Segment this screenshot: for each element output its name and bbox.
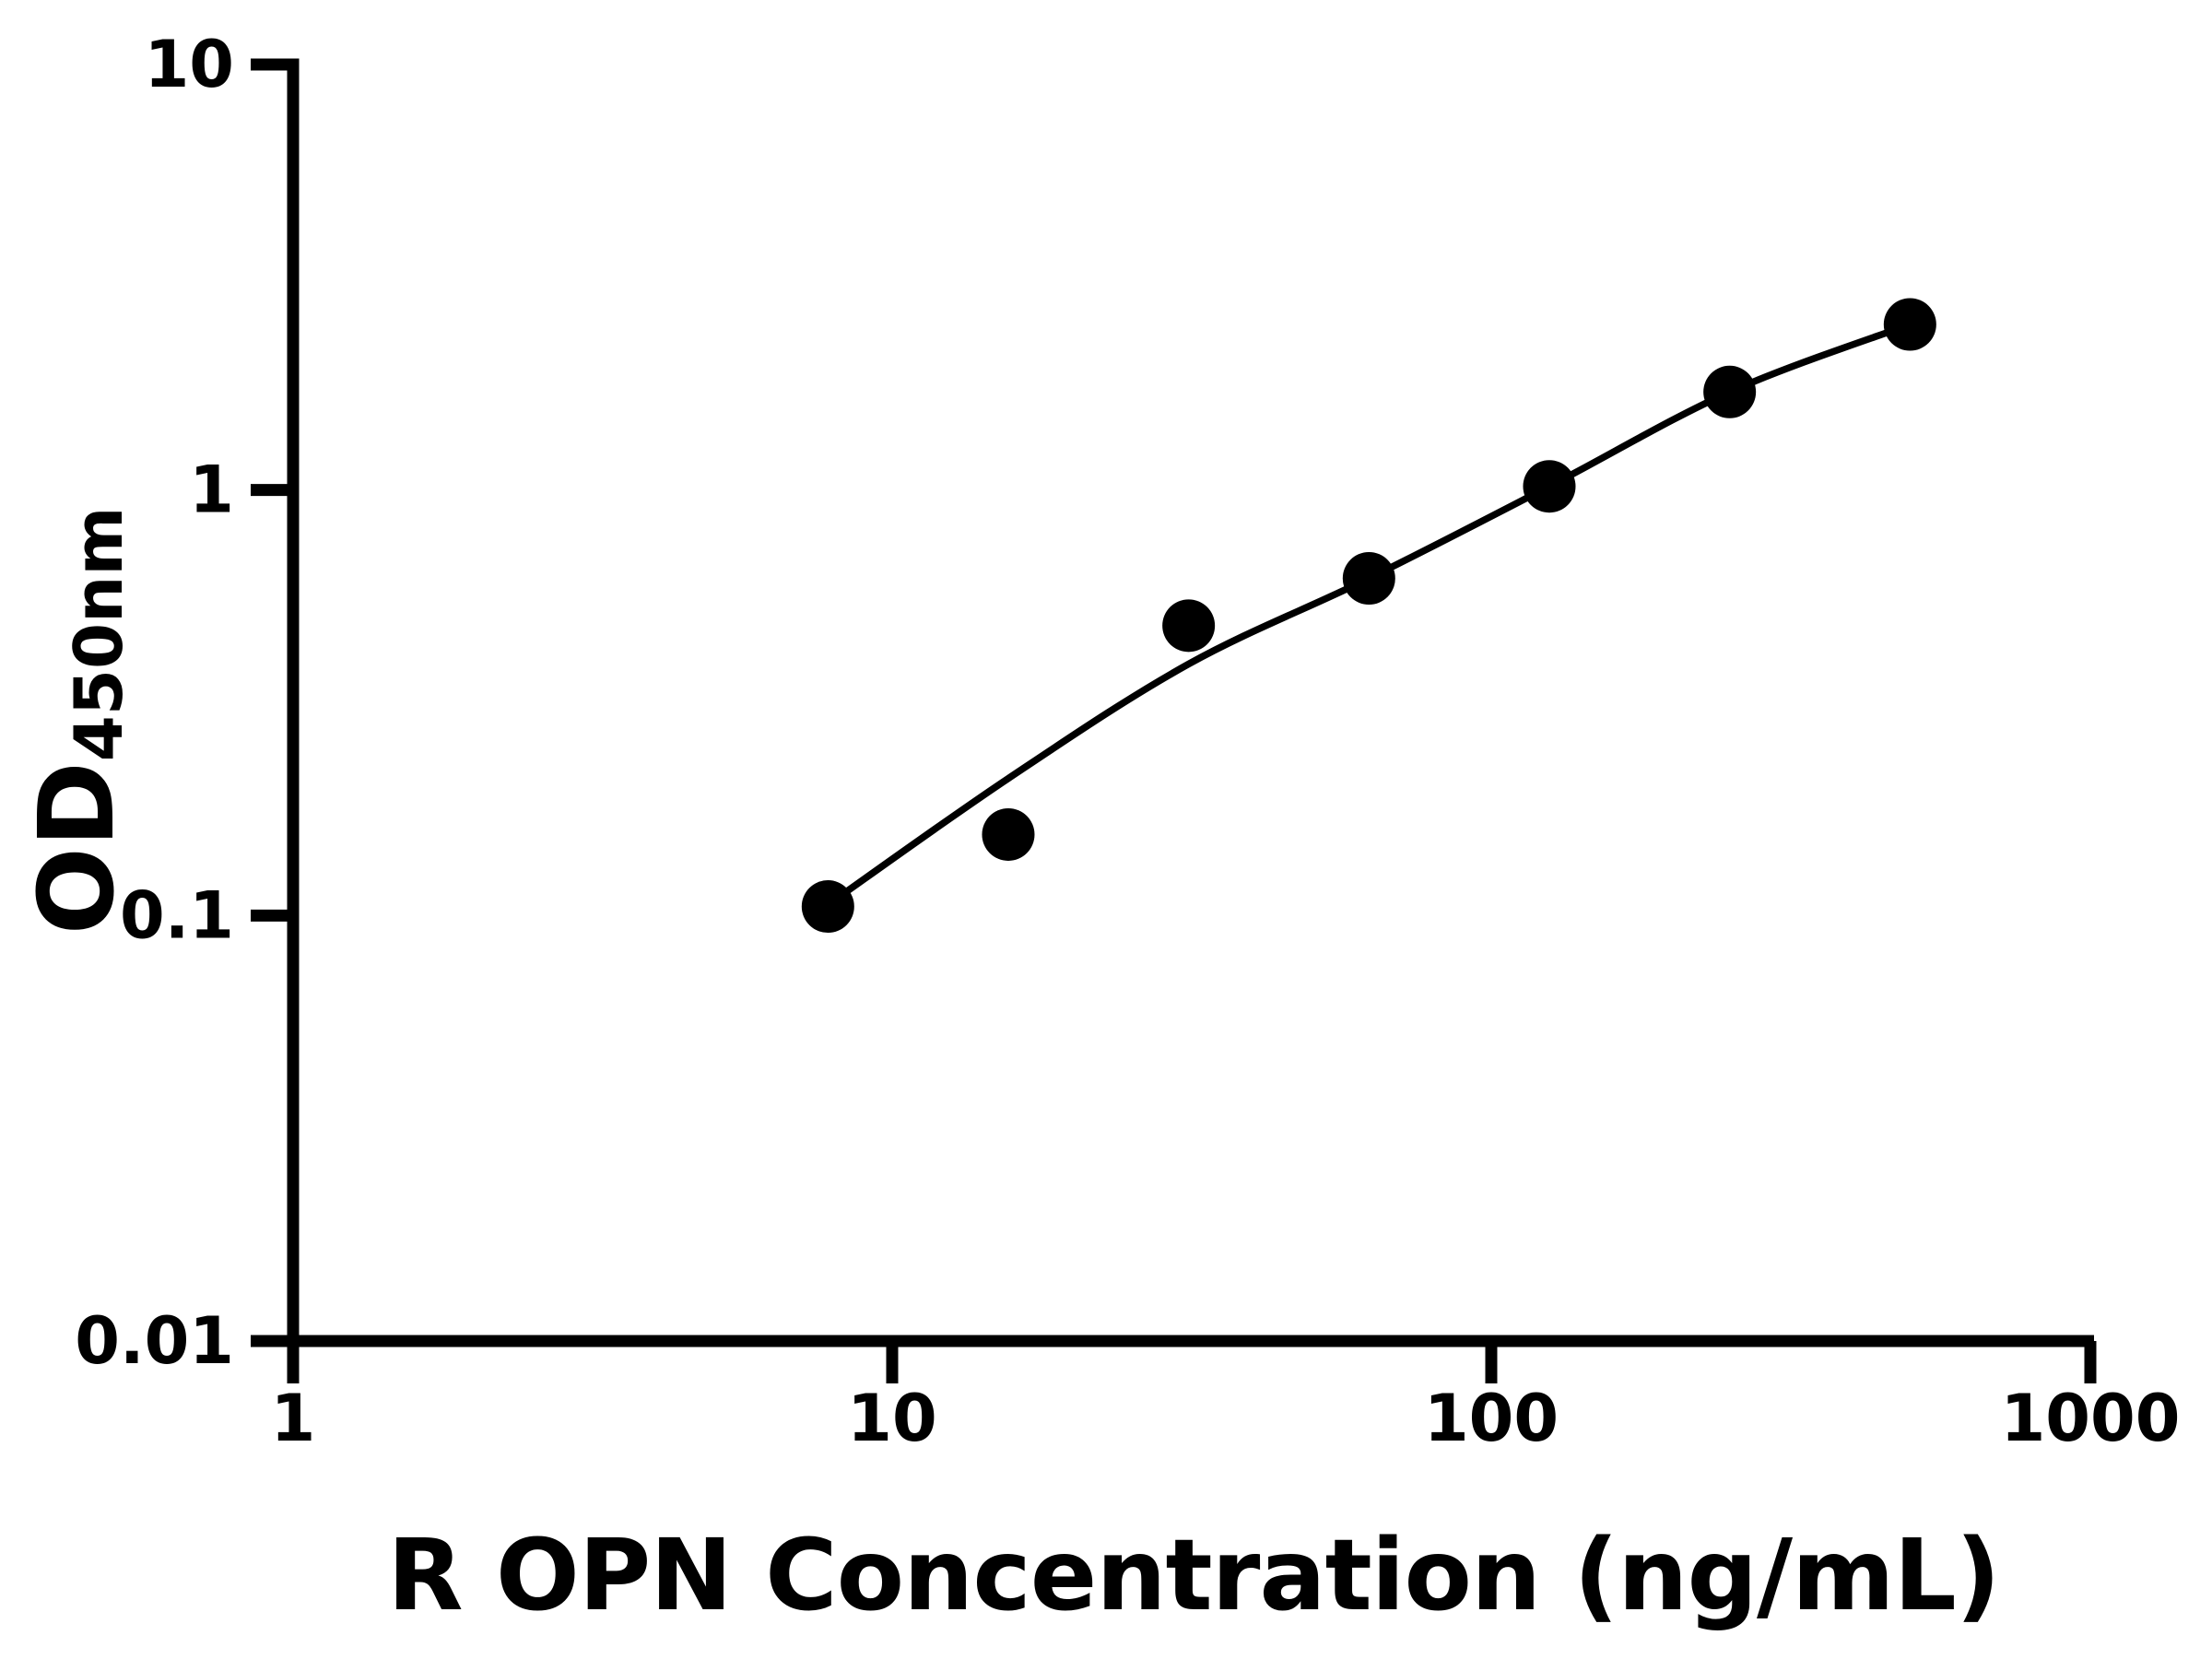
y-axis-title-subscript: 450nm: [60, 506, 138, 762]
y-axis-title: OD450nm: [18, 507, 137, 935]
data-point: [1883, 298, 1936, 351]
x-tick-label: 10: [847, 1381, 936, 1456]
data-point: [1703, 365, 1757, 418]
x-tick-label: 100: [1424, 1381, 1559, 1456]
x-tick-label: 1: [271, 1381, 316, 1456]
x-axis-title: R OPN Concentration (ng/mL): [387, 1519, 2000, 1633]
y-tick-label: 1: [189, 453, 234, 528]
y-tick-label: 0.01: [75, 1303, 234, 1379]
y-axis-title-main: OD: [18, 761, 137, 935]
data-point: [1162, 599, 1216, 653]
y-tick-label: 0.1: [120, 877, 234, 953]
data-point: [801, 880, 854, 934]
x-tick-label: 1000: [2001, 1381, 2181, 1456]
data-point: [1342, 552, 1395, 606]
data-point: [982, 807, 1035, 861]
data-point: [1523, 460, 1576, 513]
y-tick-label: 10: [145, 27, 234, 102]
